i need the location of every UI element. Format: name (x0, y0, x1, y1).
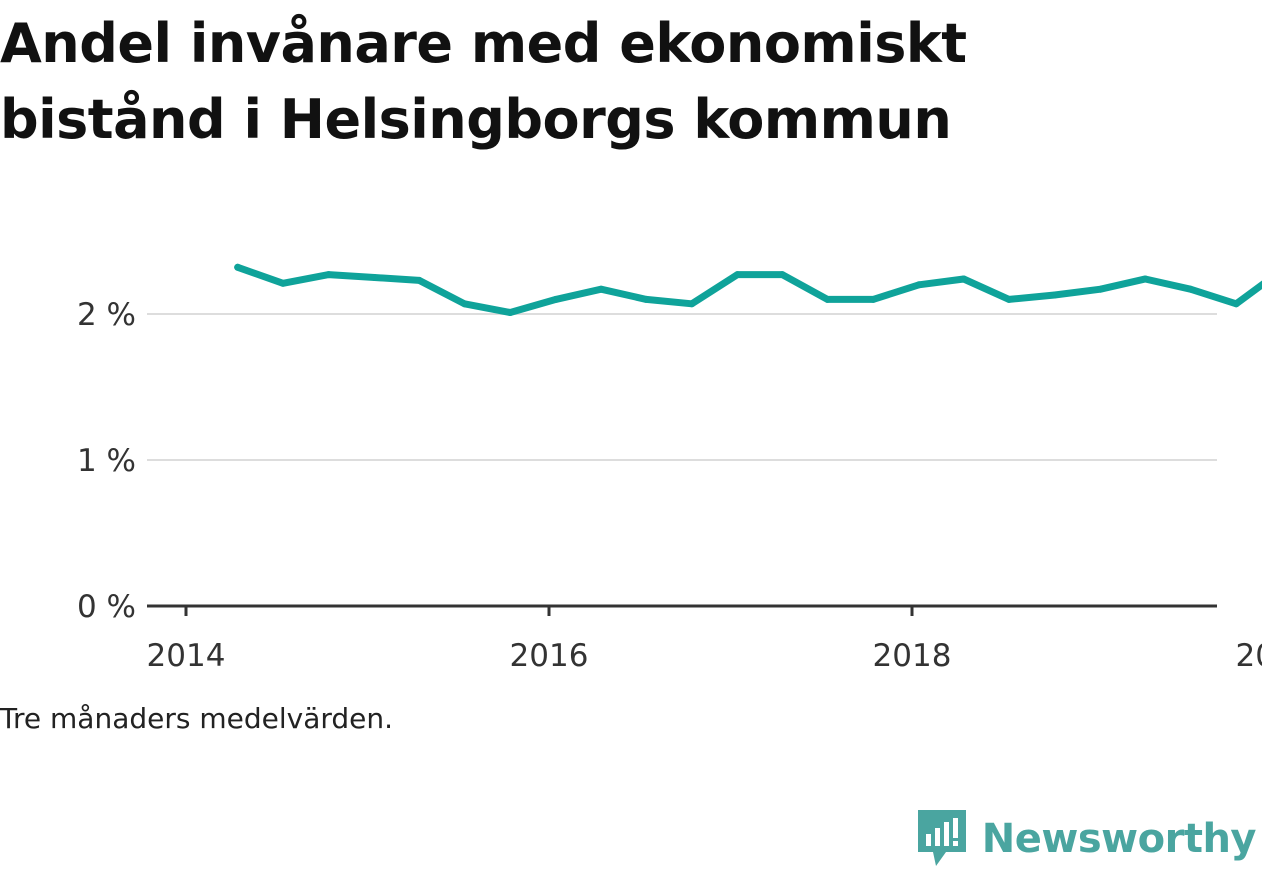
x-tick-label: 2014 (147, 638, 226, 674)
gridlines (147, 313, 1217, 461)
data-point (597, 285, 605, 293)
page-title: Andel invånare med ekonomiskt bistånd i … (0, 12, 967, 151)
y-tick-label: 1 % (77, 443, 136, 479)
data-point (1232, 300, 1240, 308)
data-point (506, 309, 514, 316)
x-tick-label: 2018 (873, 638, 952, 674)
data-point (552, 295, 560, 303)
data-point (325, 271, 333, 279)
data-point (1187, 285, 1194, 293)
y-tick-label: 0 % (77, 589, 136, 625)
series-layer (234, 263, 1262, 316)
data-point (234, 263, 242, 271)
data-point (371, 274, 378, 281)
brand-logo[interactable]: Newsworthy (916, 807, 1257, 871)
data-point (688, 300, 696, 308)
x-axis (147, 604, 1217, 616)
chart-note: Tre månaders medelvärden. (0, 702, 394, 735)
data-point (461, 300, 468, 308)
x-axis-labels: 201420162018202020222024 (147, 638, 1262, 674)
data-point (869, 295, 877, 303)
brand-name: Newsworthy (981, 816, 1257, 862)
y-tick-label: 2 % (77, 297, 136, 333)
data-point (415, 276, 423, 284)
data-point (1097, 285, 1104, 293)
series-line (234, 263, 1262, 316)
newsworthy-logo-icon (917, 810, 966, 866)
y-axis-labels: 0 % 1 % 2 % (77, 297, 136, 625)
data-point (824, 295, 831, 303)
data-point (1051, 291, 1059, 299)
data-point (1005, 295, 1013, 303)
x-tick-label: 2020 (1236, 638, 1262, 674)
x-tick-label: 2016 (510, 638, 589, 674)
data-point (960, 275, 968, 283)
data-point (778, 271, 786, 279)
data-point (734, 271, 741, 279)
data-point (1141, 275, 1149, 283)
data-point (279, 279, 287, 287)
data-point (915, 281, 923, 289)
data-point (642, 295, 650, 303)
